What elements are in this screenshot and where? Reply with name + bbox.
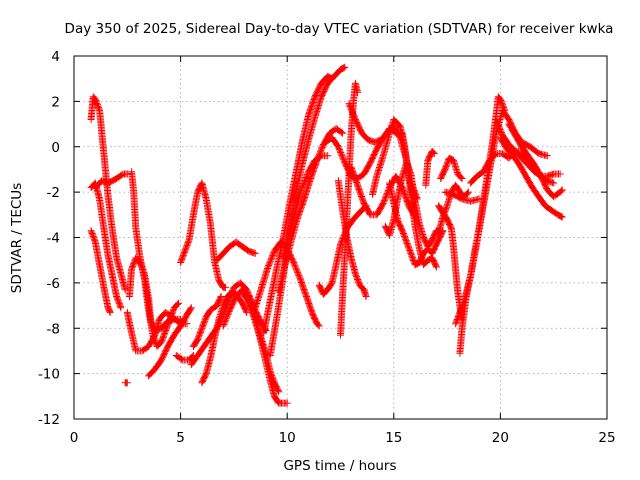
satellite-trace-42 (496, 134, 566, 221)
y-tick-label: -10 (38, 367, 60, 383)
satellite-trace-1 (87, 93, 129, 294)
satellite-trace-10 (172, 352, 197, 364)
satellite-trace-32 (398, 129, 440, 271)
y-tick-label: -8 (47, 321, 60, 337)
y-axis-label: SDTVAR / TECUs (9, 183, 25, 293)
marker-path (260, 72, 336, 337)
chart-title: Day 350 of 2025, Sidereal Day-to-day VTE… (65, 21, 614, 37)
marker-path (437, 154, 466, 182)
y-tick-label: 0 (51, 140, 60, 156)
x-tick-label: 25 (598, 430, 615, 446)
satellite-trace-19 (260, 72, 336, 337)
x-tick-label: 20 (492, 430, 509, 446)
data-series (87, 63, 566, 407)
satellite-trace-9 (145, 304, 195, 380)
y-tick-label: 2 (51, 94, 60, 110)
marker-path (441, 188, 483, 205)
marker-path (505, 120, 566, 201)
satellite-trace-11 (177, 179, 229, 291)
x-tick-label: 10 (279, 430, 296, 446)
marker-path (177, 179, 229, 291)
y-tick-label: -4 (47, 231, 60, 247)
x-axis-label: GPS time / hours (283, 458, 396, 474)
y-tick-label: -2 (47, 185, 60, 201)
satellite-trace-13 (198, 288, 251, 387)
marker-path (87, 179, 125, 312)
marker-path (172, 352, 197, 364)
axis-ticks: 0 5 10 15 20 25 -12 -10 -8 -6 -4 -2 0 2 4 (38, 49, 616, 446)
marker-path (213, 238, 259, 264)
satellite-trace-26 (337, 79, 362, 339)
satellite-trace-4 (91, 170, 131, 192)
marker-path (266, 63, 349, 359)
satellite-trace-33 (422, 147, 438, 189)
x-tick-label: 0 (70, 430, 79, 446)
y-tick-label: -12 (38, 412, 60, 428)
marker-path (145, 304, 195, 380)
marker-path (91, 170, 131, 192)
satellite-trace-43 (505, 120, 566, 201)
satellite-trace-35 (437, 154, 466, 182)
y-tick-label: -6 (47, 276, 60, 292)
satellite-trace-15 (213, 238, 259, 264)
satellite-trace-20 (266, 63, 349, 359)
x-tick-label: 5 (176, 430, 185, 446)
marker-path (422, 147, 438, 189)
marker-path (121, 379, 131, 387)
marker-path (496, 134, 566, 221)
satellite-trace-5 (121, 379, 131, 387)
satellite-trace-2 (87, 179, 125, 312)
satellite-trace-3 (87, 227, 114, 316)
satellite-trace-17 (238, 288, 291, 407)
marker-path (123, 308, 191, 355)
marker-path (337, 79, 362, 339)
satellite-trace-12 (189, 293, 225, 350)
satellite-trace-22 (279, 152, 332, 262)
y-tick-label: 4 (51, 49, 60, 65)
marker-path (87, 227, 114, 316)
marker-path (198, 288, 251, 387)
marker-path (279, 152, 332, 262)
marker-path (238, 288, 291, 407)
marker-path (398, 129, 440, 271)
marker-path (87, 93, 129, 294)
x-tick-label: 15 (385, 430, 402, 446)
satellite-trace-8 (123, 308, 191, 355)
marker-path (189, 293, 225, 350)
satellite-trace-37 (441, 188, 483, 205)
